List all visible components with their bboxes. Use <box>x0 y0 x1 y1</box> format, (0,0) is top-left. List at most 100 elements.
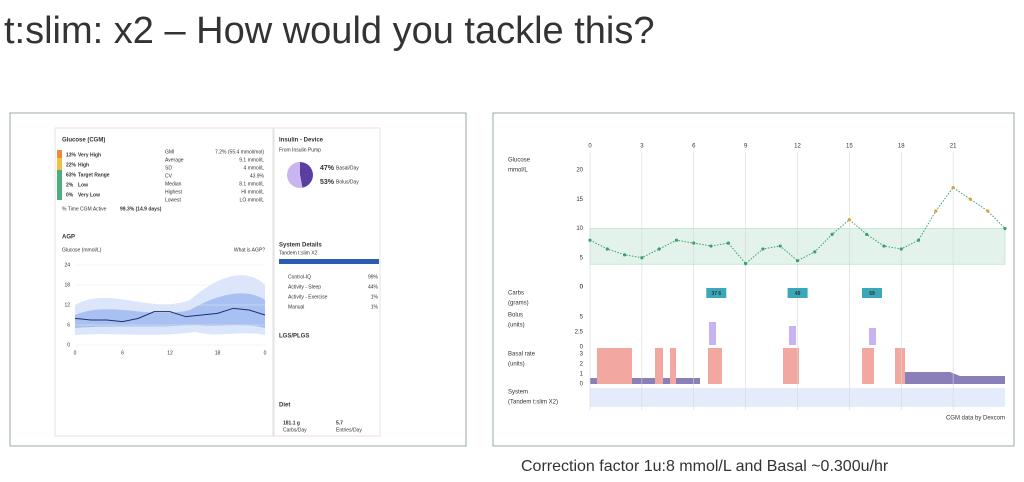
x-tick-label: 6 <box>121 350 124 356</box>
x-tick-label: 9 <box>744 144 748 150</box>
glucose-point <box>640 256 644 260</box>
stat-label: GMI <box>165 149 174 155</box>
stat-label: CV <box>165 173 173 179</box>
glucose-point <box>830 232 834 236</box>
stat-value: 7.2% (55.4 mmol/mol) <box>215 149 264 155</box>
pie-slice <box>300 162 313 188</box>
row-tick: 0 <box>580 345 584 351</box>
basal-bar <box>597 348 632 384</box>
x-tick-label: 0 <box>264 350 267 356</box>
mode-value: 1% <box>371 304 379 310</box>
footer: CGM data by Dexcom <box>946 416 1005 422</box>
range-bar <box>57 158 62 170</box>
x-tick-label: 18 <box>215 350 221 356</box>
row-tick: 2 <box>580 362 584 368</box>
slide-title: t:slim: x2 – How would you tackle this? <box>4 10 655 52</box>
carb-box <box>706 288 727 298</box>
stat-value: 9.1 mmol/L <box>239 157 264 163</box>
x-tick-label: 18 <box>898 144 905 150</box>
bolus-bar <box>869 328 876 345</box>
range-bar <box>57 150 62 200</box>
carb-box <box>787 288 808 298</box>
basal-bar <box>895 348 905 384</box>
pie-label: 47% <box>320 165 335 172</box>
glucose-point <box>692 241 696 245</box>
y-tick-label: 18 <box>64 282 70 288</box>
glucose-point <box>968 197 973 201</box>
stat-label: Median <box>165 181 182 187</box>
glucose-point <box>951 185 955 190</box>
row-unit: (Tandem t:slim X2) <box>508 400 558 406</box>
stat-value: HI mmol/L <box>241 189 264 195</box>
stat-label: Average <box>165 157 184 163</box>
range-label: Very Low <box>78 192 100 198</box>
glucose-point <box>1003 226 1007 231</box>
glucose-point <box>761 247 765 251</box>
glucose-point <box>709 244 713 248</box>
basal-bar <box>670 348 676 384</box>
basal-bar <box>655 348 663 384</box>
glucose-point <box>588 238 592 242</box>
pie-slice <box>286 162 303 188</box>
basal-bar <box>862 348 874 384</box>
agp-link: What is AGP? <box>234 247 265 253</box>
x-tick-label: 0 <box>74 350 77 356</box>
y-tick-label: 10 <box>576 226 583 232</box>
stat-value: LO mmol/L <box>240 197 265 203</box>
glucose-point <box>899 247 903 251</box>
card-title: Glucose (CGM) <box>62 138 105 144</box>
range-bar <box>57 150 62 158</box>
mode-name: Manual <box>288 304 304 310</box>
glucose-point <box>744 262 748 266</box>
y-tick-label: 6 <box>67 322 70 328</box>
glucose-point <box>622 253 627 257</box>
y-tick-label: 5 <box>580 255 584 261</box>
diet-label: Carbs/Day <box>283 427 307 433</box>
section-title: Diet <box>279 403 290 409</box>
range-pct: 22% <box>66 162 77 168</box>
caption: Correction factor 1u:8 mmol/L and Basal … <box>521 458 889 475</box>
range-label: Very High <box>78 152 101 158</box>
range-pct: 63% <box>66 172 77 178</box>
card-title: Insulin - Device <box>279 138 324 144</box>
row-unit: (units) <box>508 362 525 368</box>
basal-bar <box>708 348 722 384</box>
stat-value: 99.3% (14.9 days) <box>120 206 162 212</box>
mode-name: Activity - Sleep <box>288 284 321 290</box>
glucose-point <box>847 218 851 222</box>
range-label: Target Range <box>78 172 110 178</box>
agp-band <box>75 293 265 328</box>
diet-label: Entries/Day <box>336 427 362 433</box>
x-tick-label: 3 <box>640 144 644 150</box>
x-tick-label: 21 <box>950 144 957 150</box>
mode-value: 99% <box>368 274 379 280</box>
row-label: Bolus <box>508 313 523 319</box>
x-tick-label: 0 <box>588 144 592 150</box>
mode-value: 1% <box>371 294 379 300</box>
y-tick-label: 20 <box>576 168 583 174</box>
bolus-bar <box>789 326 796 345</box>
glucose-point <box>813 250 817 254</box>
range-pct: 2% <box>66 182 74 188</box>
y-tick-label: 15 <box>576 197 583 203</box>
range-pct: 13% <box>66 152 77 158</box>
row-tick: 1 <box>580 372 584 378</box>
y-tick-label: 24 <box>64 262 70 268</box>
stat-value: 4 mmol/L <box>243 165 264 171</box>
median-line <box>74 307 266 323</box>
stat-value: 8.1 mmol/L <box>239 181 264 187</box>
glucose-point <box>778 244 782 248</box>
diet-value: 181.1 g <box>283 420 300 426</box>
pie-label: 53% <box>320 179 335 186</box>
device: Tandem t:slim X2 <box>279 250 318 256</box>
row-label: System <box>508 390 528 396</box>
x-tick-label: 15 <box>846 144 853 150</box>
row-tick: 5 <box>580 315 584 321</box>
row-label: Glucose <box>508 158 531 164</box>
row-tick: 2.5 <box>575 330 584 336</box>
device-bar <box>279 259 379 264</box>
row-label: Basal rate <box>508 352 536 358</box>
glucose-point <box>795 259 800 263</box>
basal-bar <box>783 348 799 384</box>
